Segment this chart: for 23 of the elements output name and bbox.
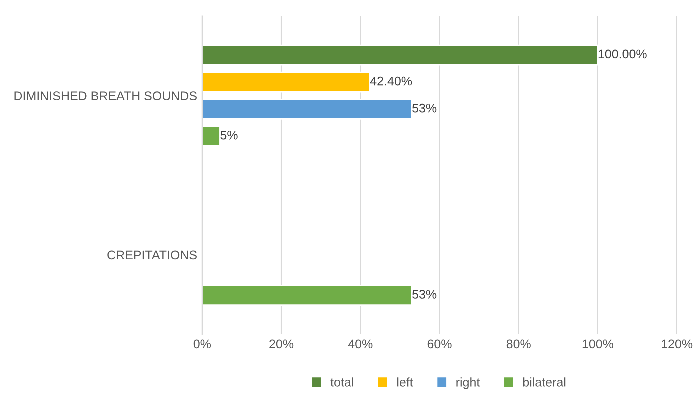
x-tick-label: 40%	[348, 340, 373, 349]
bar	[202, 98, 413, 120]
data-label: 53%	[412, 290, 437, 299]
data-label: 100.00%	[598, 50, 647, 59]
x-tick-label: 0%	[194, 340, 212, 349]
x-tick-label: 120%	[662, 340, 693, 349]
data-label: 42.40%	[370, 76, 412, 86]
data-label: 53%	[412, 104, 437, 113]
legend-label: left	[398, 378, 414, 387]
x-tick-label: 80%	[506, 340, 531, 349]
y-tick-label: DIMINISHED BREATH SOUNDS	[14, 92, 197, 101]
legend-label: total	[330, 378, 354, 387]
y-tick-label: CREPITATIONS	[108, 250, 197, 260]
legend-label: bilateral	[523, 378, 566, 387]
bar	[202, 44, 599, 66]
x-tick-label: 100%	[582, 340, 614, 349]
bar	[202, 72, 371, 93]
x-tick-label: 20%	[270, 340, 294, 349]
data-label: 5%	[220, 131, 238, 140]
bar	[202, 126, 221, 147]
legend-label: right	[456, 378, 480, 390]
x-tick-label: 60%	[428, 340, 452, 349]
bar	[202, 285, 413, 306]
